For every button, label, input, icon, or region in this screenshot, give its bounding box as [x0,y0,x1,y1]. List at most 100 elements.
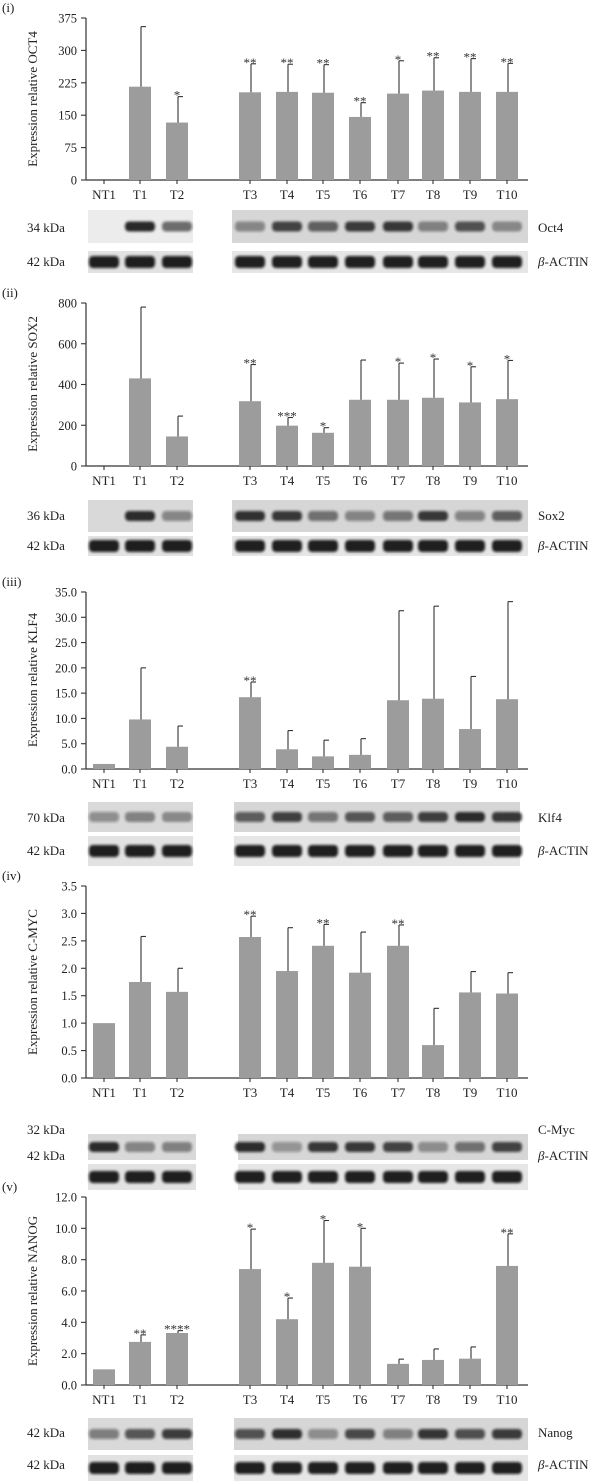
blot-band [308,221,338,232]
panel-label: (v) [2,1179,17,1194]
blot-band [162,1171,192,1183]
category-label: T4 [280,187,295,202]
panel-label: (iv) [2,868,21,883]
bar-T7 [387,945,409,1078]
bar-T1 [129,982,151,1078]
category-label: T9 [463,1392,477,1407]
category-label: T9 [463,473,477,488]
blot-band [162,511,192,521]
bar-T10 [496,91,518,180]
y-tick-label: 2.0 [61,962,77,976]
bar-T8 [422,1045,444,1078]
blot-band [308,845,338,857]
category-label: NT1 [92,187,116,202]
bar-NT1 [93,1369,115,1385]
bar-T6 [349,754,371,769]
category-label: T7 [391,187,406,202]
blot-band [345,540,375,552]
blot-band [418,1429,448,1439]
category-label: T9 [463,1085,477,1100]
molecular-weight-label: 42 kDa [27,254,65,269]
category-label: T1 [133,473,147,488]
blot-band [455,1462,485,1474]
significance-marker: ** [392,916,405,931]
significance-marker: ** [427,49,440,64]
y-tick-label: 2.5 [61,934,77,948]
significance-marker: * [320,1212,327,1227]
bar-T3 [239,697,261,769]
category-label: T4 [280,1392,295,1407]
y-tick-label: 0.5 [61,1044,77,1058]
molecular-weight-label: 42 kDa [27,843,65,858]
category-label: T3 [243,473,257,488]
blot-band [492,1142,522,1152]
category-label: T6 [353,473,368,488]
category-label: T3 [243,776,257,791]
blot-band [125,845,155,857]
significance-marker: ** [244,673,257,688]
panel-4: (iv) Expression relative C-MYC 0.0 0.5 1.0 1.… [2,868,589,1190]
y-tick-label: 0.0 [61,1379,77,1393]
blot-band [125,221,155,232]
category-label: NT1 [92,473,116,488]
protein-label: Oct4 [538,220,564,235]
bar-T3 [239,1269,261,1385]
blot-band [418,1171,448,1183]
blot-band [125,256,155,268]
significance-marker: ** [501,1225,514,1240]
category-label: T3 [243,1392,257,1407]
category-label: T1 [133,187,147,202]
category-label: T8 [426,1392,440,1407]
bar-T1 [129,1341,151,1385]
bar-T2 [166,991,188,1078]
panel-2: (ii) Expression relative SOX2 0 200 400 600 80… [2,285,589,556]
category-label: T8 [426,187,440,202]
significance-marker: ** [244,55,257,70]
bar-T4 [276,91,298,180]
blot-band [125,540,155,552]
bar-T5 [312,756,334,769]
significance-marker: **** [164,1322,190,1337]
blot-band [418,540,448,552]
category-label: T7 [391,473,406,488]
target-blot: 34 kDa Oct4 [27,210,564,243]
category-label: T6 [353,1085,368,1100]
panel-label: (iii) [2,574,22,589]
blot-band [308,1462,338,1474]
bar-T7 [387,700,409,769]
panel-1: (i) Expression relative OCT4 0 75 150 225 300 3… [2,0,589,273]
blot-band [308,1171,338,1183]
category-label: T8 [426,776,440,791]
significance-marker: ** [244,907,257,922]
blot-band [418,1462,448,1474]
category-label: T8 [426,1085,440,1100]
blot-band [455,221,485,232]
bar-T1 [129,86,151,180]
protein-label: Nanog [538,1425,573,1440]
category-label: T2 [170,473,184,488]
category-label: T7 [391,776,406,791]
bar-T7 [387,93,409,180]
blot-band [455,845,485,857]
blot-band [345,1429,375,1439]
bar-T2 [166,122,188,180]
bar-T6 [349,399,371,466]
blot-band [272,845,302,857]
blot-band [89,1462,119,1474]
panel-5: (v) Expression relative NANOG 0.0 2.0 4.0 6.0… [2,1179,589,1481]
bar-T9 [459,91,481,180]
blot-band [89,256,119,268]
blot-band [345,812,375,822]
actin-blot: 42 kDa β-ACTIN [27,536,589,556]
category-label: T6 [353,776,368,791]
y-tick-label: 200 [58,419,77,433]
molecular-weight-label: 34 kDa [27,220,65,235]
category-label: T6 [353,1392,368,1407]
y-tick-label: 0.0 [61,763,77,777]
category-label: T2 [170,1392,184,1407]
significance-marker: * [320,419,327,434]
y-tick-label: 1.5 [61,989,77,1003]
significance-marker: * [395,52,402,67]
category-label: T9 [463,187,477,202]
blot-band [162,256,192,268]
